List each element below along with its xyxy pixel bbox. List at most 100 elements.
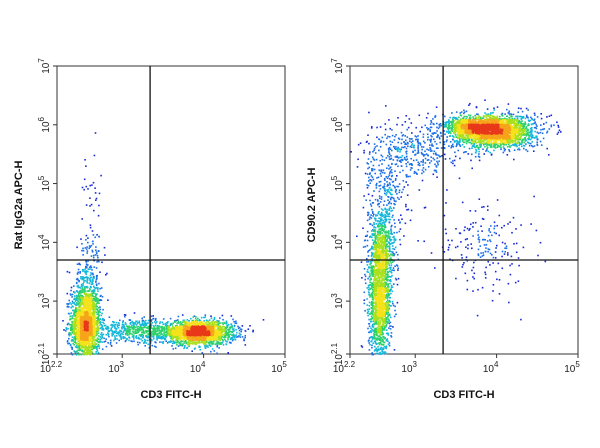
event-point xyxy=(94,303,97,306)
event-point xyxy=(482,218,485,220)
event-point xyxy=(453,159,456,162)
event-points xyxy=(350,99,562,356)
event-point xyxy=(379,173,382,175)
event-point xyxy=(83,309,86,312)
event-point xyxy=(93,290,96,293)
event-point xyxy=(84,307,87,310)
event-point xyxy=(90,320,93,323)
event-point xyxy=(92,273,94,276)
event-point xyxy=(80,343,82,345)
event-point xyxy=(413,172,416,174)
event-point xyxy=(84,306,87,308)
event-point xyxy=(497,262,500,265)
event-point xyxy=(76,330,78,332)
event-point xyxy=(94,346,96,348)
event-point xyxy=(175,330,178,333)
event-point xyxy=(81,303,84,305)
event-point xyxy=(217,320,219,323)
event-point xyxy=(191,350,193,352)
event-point xyxy=(90,304,92,307)
event-point xyxy=(472,276,474,278)
event-point xyxy=(141,339,143,342)
event-point xyxy=(406,194,409,196)
event-point xyxy=(124,328,127,330)
event-point xyxy=(79,298,81,301)
event-point xyxy=(139,326,141,328)
event-point xyxy=(191,332,193,334)
event-point xyxy=(94,327,97,330)
event-point xyxy=(471,167,473,170)
event-point xyxy=(417,135,419,137)
event-point xyxy=(85,319,87,321)
event-point xyxy=(77,324,79,327)
event-point xyxy=(393,315,396,318)
event-point xyxy=(87,307,89,310)
event-point xyxy=(160,327,163,330)
event-point xyxy=(176,330,179,333)
event-point xyxy=(195,320,197,323)
event-point xyxy=(99,311,101,313)
event-point xyxy=(184,325,186,327)
event-point xyxy=(171,331,173,334)
event-point xyxy=(417,169,420,171)
event-point xyxy=(395,278,398,281)
event-point xyxy=(177,333,179,335)
event-point xyxy=(67,312,70,315)
event-point xyxy=(396,185,398,188)
event-point xyxy=(196,319,198,321)
event-point xyxy=(210,332,212,334)
event-point xyxy=(146,327,149,329)
event-point xyxy=(208,329,210,331)
event-point xyxy=(132,334,135,337)
event-point xyxy=(239,334,241,336)
event-point xyxy=(225,327,228,330)
event-point xyxy=(197,323,199,326)
event-point xyxy=(79,271,81,273)
event-point xyxy=(88,315,91,317)
event-point xyxy=(230,330,232,333)
event-point xyxy=(223,336,226,339)
event-point xyxy=(119,335,122,338)
event-point xyxy=(185,337,188,339)
event-point xyxy=(90,266,93,269)
event-point xyxy=(91,297,93,299)
event-point xyxy=(179,327,181,330)
event-point xyxy=(89,278,91,280)
event-point xyxy=(90,338,92,340)
event-point xyxy=(404,222,407,225)
event-point xyxy=(84,352,86,354)
event-point xyxy=(173,330,176,333)
event-point xyxy=(91,276,93,279)
event-point xyxy=(76,333,79,335)
event-point xyxy=(189,338,192,341)
event-point xyxy=(70,326,72,328)
event-point xyxy=(89,334,91,337)
event-point xyxy=(98,328,100,331)
event-point xyxy=(212,331,214,334)
event-point xyxy=(76,312,78,314)
event-point xyxy=(363,149,365,152)
event-point xyxy=(104,340,107,342)
event-point xyxy=(509,221,511,223)
event-point xyxy=(188,326,191,329)
event-point xyxy=(199,323,202,325)
event-point xyxy=(123,336,125,338)
event-point xyxy=(234,338,236,341)
event-point xyxy=(75,304,77,307)
event-point xyxy=(181,343,183,345)
event-point xyxy=(155,324,157,327)
event-point xyxy=(83,188,85,191)
event-point xyxy=(108,335,110,338)
event-point xyxy=(86,353,88,356)
event-point xyxy=(86,299,88,301)
event-point xyxy=(423,240,425,243)
event-point xyxy=(394,277,397,280)
event-point xyxy=(87,325,89,328)
event-point xyxy=(160,336,163,338)
event-point xyxy=(219,338,221,340)
event-point xyxy=(156,330,158,332)
event-point xyxy=(157,332,159,335)
event-point xyxy=(350,151,352,153)
event-point xyxy=(91,301,93,303)
event-point xyxy=(536,116,539,118)
